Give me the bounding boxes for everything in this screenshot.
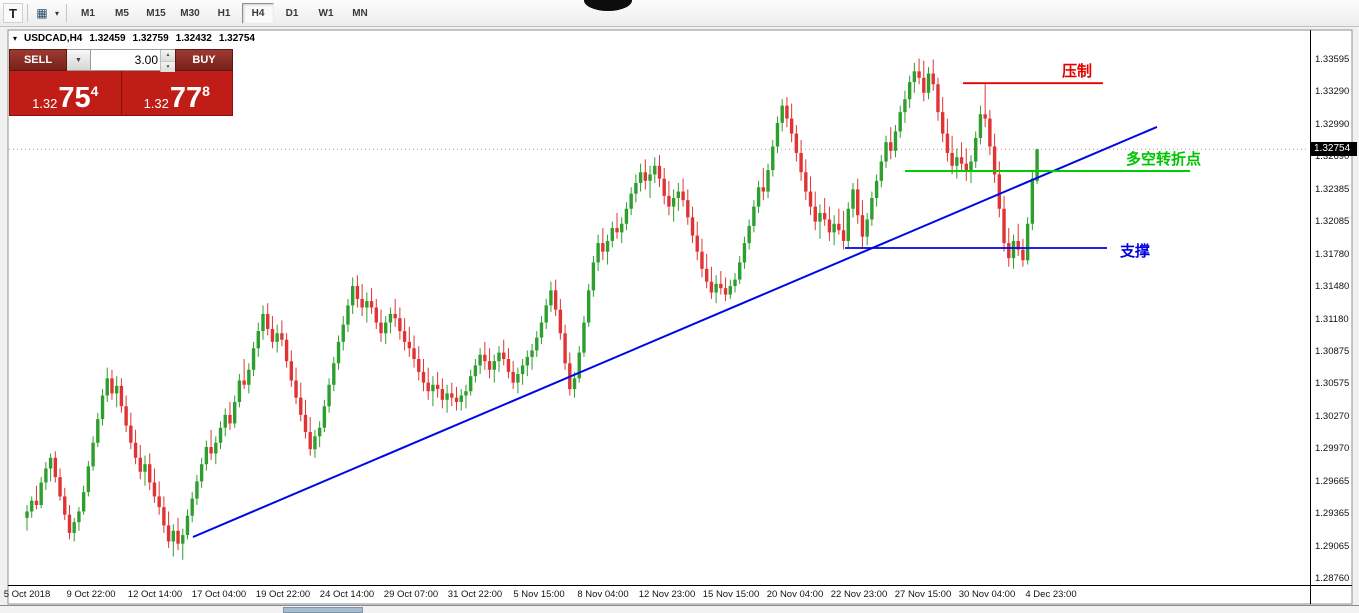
tf-button-m15[interactable]: M15 xyxy=(146,7,166,19)
volume-field: ▲ ▼ xyxy=(91,49,175,72)
logo-ellipse xyxy=(584,0,632,11)
ohlc-close: 1.32754 xyxy=(218,33,255,44)
volume-spin-down[interactable]: ▼ xyxy=(161,61,175,72)
tf-button-m5[interactable]: M5 xyxy=(115,7,129,19)
buy-price-prefix: 1.32 xyxy=(143,96,169,111)
chart-type-icon[interactable]: ▦ xyxy=(36,6,48,20)
symbol-ohlc-line: ▾ USDCAD,H4 1.32459 1.32759 1.32432 1.32… xyxy=(13,33,255,44)
toolbar: T ▦ ▾ M1 M5 M15 M30 H1 H4 D1 W1 MN xyxy=(0,0,1359,27)
buy-price-box[interactable]: 1.32 77 8 xyxy=(122,71,233,115)
buy-button[interactable]: BUY xyxy=(175,49,233,71)
chevron-down-icon[interactable]: ▾ xyxy=(54,8,59,18)
tf-button-d1[interactable]: D1 xyxy=(285,7,299,19)
sell-button[interactable]: SELL xyxy=(9,49,67,71)
scrollbar-thumb[interactable] xyxy=(283,607,363,613)
symbol-icon: ▾ xyxy=(13,34,18,43)
support-label[interactable]: 支撑 xyxy=(1120,243,1151,260)
volume-spin-up[interactable]: ▲ xyxy=(161,50,175,62)
buy-price-sup: 8 xyxy=(202,83,210,99)
volume-input[interactable] xyxy=(91,50,175,70)
ohlc-low: 1.32432 xyxy=(175,33,212,44)
one-click-trading-panel: SELL ▼ ▲ ▼ BUY 1.32 75 4 1.32 77 8 xyxy=(9,49,233,116)
tf-button-w1[interactable]: W1 xyxy=(318,7,334,19)
sell-price-big: 75 xyxy=(58,81,91,114)
symbol-name: USDCAD,H4 xyxy=(24,33,83,44)
resistance-label[interactable]: 压制 xyxy=(1062,63,1093,80)
volume-dropdown[interactable]: ▼ xyxy=(67,49,91,71)
timeframe-group: M1 M5 M15 M30 H1 H4 D1 W1 MN xyxy=(71,2,377,24)
volume-spinner: ▲ ▼ xyxy=(160,50,175,72)
sell-price-sup: 4 xyxy=(90,83,99,99)
tf-button-m30[interactable]: M30 xyxy=(180,7,200,19)
sell-price-prefix: 1.32 xyxy=(32,96,58,111)
tf-button-h1[interactable]: H1 xyxy=(217,7,231,19)
tf-button-m1[interactable]: M1 xyxy=(81,7,95,19)
template-icon[interactable]: T xyxy=(3,3,23,23)
horizontal-scrollbar[interactable] xyxy=(0,605,1359,613)
tf-button-h4[interactable]: H4 xyxy=(242,2,274,24)
buy-price-big: 77 xyxy=(169,81,203,114)
pivot-label[interactable]: 多空转折点 xyxy=(1126,151,1202,168)
current-price-badge: 1.32754 xyxy=(1311,142,1357,157)
sell-price-box[interactable]: 1.32 75 4 xyxy=(10,71,122,115)
ohlc-open: 1.32459 xyxy=(89,33,126,44)
ohlc-high: 1.32759 xyxy=(132,33,169,44)
tf-button-mn[interactable]: MN xyxy=(352,7,368,19)
toolbar-separator xyxy=(66,4,67,22)
toolbar-separator xyxy=(27,4,28,22)
